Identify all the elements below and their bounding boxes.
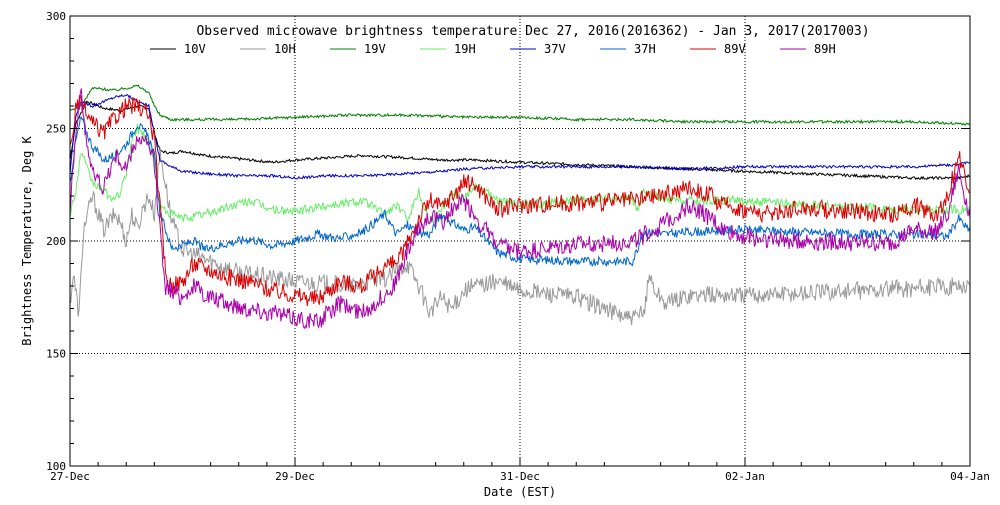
series-line-89v (69, 94, 971, 306)
legend-label-37v: 37V (544, 42, 566, 56)
x-tick-label: 27-Dec (50, 470, 90, 483)
legend-label-89v: 89V (724, 42, 746, 56)
series-line-89h (69, 88, 971, 330)
series-line-10h (69, 147, 971, 326)
legend-label-10v: 10V (184, 42, 206, 56)
chart-title: Observed microwave brightness temperatur… (196, 24, 869, 39)
y-tick-label: 150 (46, 348, 66, 361)
x-tick-label: 02-Jan (725, 470, 765, 483)
y-tick-label: 200 (46, 235, 66, 248)
series-line-37v (69, 93, 971, 180)
x-tick-label: 29-Dec (275, 470, 315, 483)
legend-label-19h: 19H (454, 42, 476, 56)
series-line-10v (69, 100, 971, 181)
x-tick-label: 31-Dec (500, 470, 540, 483)
x-axis-label: Date (EST) (484, 485, 556, 499)
y-tick-label: 300 (46, 10, 66, 23)
series-line-19v (69, 84, 971, 126)
legend-label-10h: 10H (274, 42, 296, 56)
y-tick-label: 250 (46, 123, 66, 136)
x-tick-label: 04-Jan (950, 470, 990, 483)
legend-label-37h: 37H (634, 42, 656, 56)
y-axis-label: Brightness Temperature, Deg K (20, 135, 34, 345)
legend-label-19v: 19V (364, 42, 386, 56)
y-tick-label: 100 (46, 460, 66, 473)
legend-label-89h: 89H (814, 42, 836, 56)
